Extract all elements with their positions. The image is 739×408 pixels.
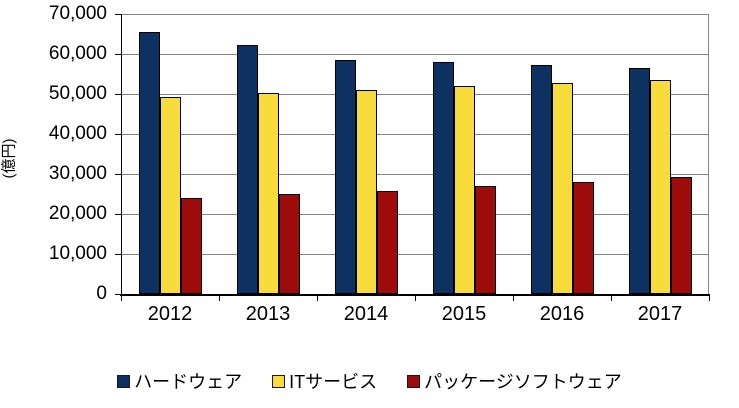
- legend-label: ハードウェア: [134, 372, 243, 392]
- y-axis-tick-label: 60,000: [48, 43, 107, 64]
- x-axis-tick: [415, 296, 416, 301]
- y-axis-tick: [115, 174, 121, 175]
- bar-2013-series-1: [257, 92, 279, 294]
- bar-2016-series-2: [572, 182, 594, 294]
- gridline: [121, 214, 709, 215]
- x-axis-tick: [611, 296, 612, 301]
- legend-marker-icon: [117, 374, 131, 388]
- y-axis-tick-label: 10,000: [48, 243, 107, 264]
- plot-area: [121, 14, 709, 294]
- bar-2017-series-0: [628, 68, 650, 294]
- x-axis-tick: [709, 296, 710, 301]
- x-axis-category-label: 2017: [637, 303, 683, 325]
- y-axis-tick-label: 30,000: [48, 163, 107, 184]
- y-axis-tick: [115, 214, 121, 215]
- x-axis-tick: [121, 296, 122, 301]
- bar-2017-series-1: [649, 80, 671, 294]
- legend-label: パッケージソフトウェア: [424, 372, 622, 392]
- y-axis-title: (億円): [0, 138, 18, 179]
- y-axis-tick: [115, 134, 121, 135]
- x-axis-category-label: 2013: [245, 303, 291, 325]
- x-axis-category-label: 2015: [441, 303, 487, 325]
- y-axis-tick-label: 40,000: [48, 123, 107, 144]
- legend-item-2: パッケージソフトウェア: [407, 368, 622, 394]
- legend-marker-icon: [407, 374, 421, 388]
- legend-item-1: ITサービス: [272, 368, 377, 394]
- bar-2014-series-2: [376, 190, 398, 294]
- y-axis-tick-label: 20,000: [48, 203, 107, 224]
- x-axis-category-label: 2012: [147, 303, 193, 325]
- bar-2014-series-1: [355, 90, 377, 294]
- bar-2012-series-2: [180, 198, 202, 294]
- gridline: [121, 94, 709, 95]
- bar-2015-series-1: [453, 86, 475, 294]
- plot-right-border: [708, 14, 709, 294]
- legend-label: ITサービス: [289, 372, 378, 392]
- bar-2017-series-2: [670, 176, 692, 294]
- gridline: [121, 174, 709, 175]
- legend-item-0: ハードウェア: [117, 368, 242, 394]
- bar-2015-series-0: [432, 62, 454, 294]
- gridline: [121, 254, 709, 255]
- bar-2013-series-2: [278, 194, 300, 294]
- bar-2016-series-1: [551, 82, 573, 294]
- gridline: [121, 134, 709, 135]
- x-axis-category-label: 2014: [343, 303, 389, 325]
- bar-2012-series-0: [138, 31, 160, 294]
- y-axis-tick-label: 70,000: [48, 3, 107, 24]
- gridline: [121, 54, 709, 55]
- y-axis-tick: [115, 94, 121, 95]
- x-axis-tick: [219, 296, 220, 301]
- gridline: [121, 14, 709, 15]
- x-axis-tick: [513, 296, 514, 301]
- y-axis-tick: [115, 54, 121, 55]
- legend-marker-icon: [272, 374, 286, 388]
- x-axis-tick: [317, 296, 318, 301]
- chart-legend: ハードウェア ITサービス パッケージソフトウェア: [0, 368, 739, 394]
- bar-2014-series-0: [334, 59, 356, 294]
- y-axis-tick: [115, 254, 121, 255]
- y-axis-tick-label: 0: [96, 283, 107, 304]
- y-axis-line: [121, 14, 122, 294]
- y-axis-tick: [115, 14, 121, 15]
- y-axis-tick: [115, 294, 121, 295]
- y-axis-tick-label: 50,000: [48, 83, 107, 104]
- x-axis-line: [120, 294, 710, 296]
- bar-2015-series-2: [474, 186, 496, 294]
- x-axis-category-label: 2016: [539, 303, 585, 325]
- bar-2013-series-0: [236, 44, 258, 294]
- bar-2012-series-1: [159, 97, 181, 294]
- bar-2016-series-0: [530, 65, 552, 294]
